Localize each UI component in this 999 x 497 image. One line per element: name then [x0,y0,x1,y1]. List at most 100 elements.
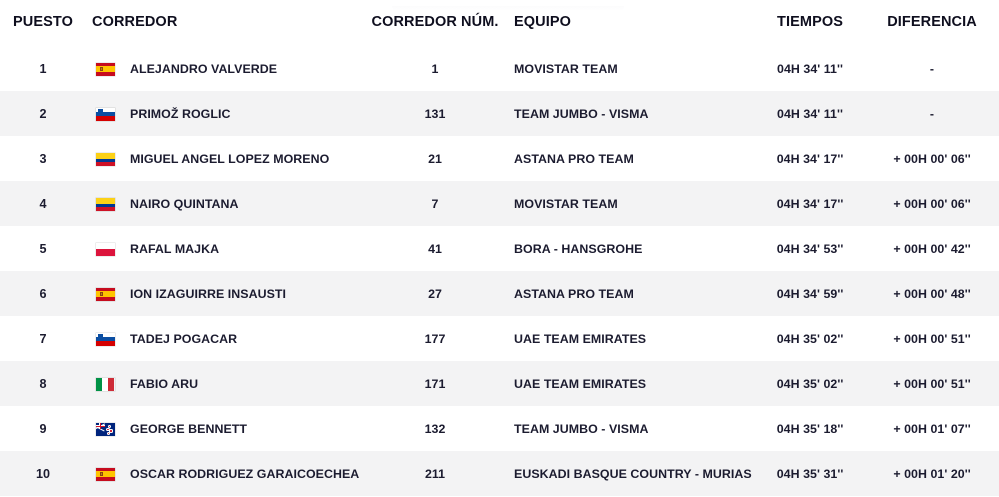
cell-rider-name: PRIMOŽ ROGLIC [130,106,231,121]
cell-rider-number: 132 [424,421,446,436]
cell-difference: + 00H 00' 42'' [893,241,971,256]
cell-rider-number: 21 [428,151,442,166]
cell-times: 04H 34' 53'' [776,241,844,256]
cell-team: TEAM JUMBO - VISMA [514,106,649,121]
cell-difference: + 00H 00' 06'' [893,151,971,166]
table-header: PUESTO CORREDOR CORREDOR NÚM. EQUIPO TIE… [0,6,999,46]
cell-times: 04H 35' 02'' [776,376,844,391]
top-edge-artifact [392,6,624,11]
cell-team: TEAM JUMBO - VISMA [514,421,649,436]
cell-rider-name: FABIO ARU [130,376,199,391]
cell-flag [86,361,124,406]
cell-times: 04H 35' 02'' [776,331,844,346]
cell-rider-number: 1 [431,61,439,76]
cell-rider-name: RAFAL MAJKA [130,241,220,256]
cell-team: UAE TEAM EMIRATES [514,331,647,346]
cell-times: 04H 35' 31'' [776,466,844,481]
race-standings-table: PUESTO CORREDOR CORREDOR NÚM. EQUIPO TIE… [0,6,999,496]
cell-rider-number: 171 [424,376,446,391]
cell-rider-name: GEORGE BENNETT [130,421,248,436]
cell-times: 04H 34' 17'' [776,151,844,166]
cell-position: 5 [39,241,47,256]
flag-new-zealand-icon [95,422,115,436]
cell-rider-name: MIGUEL ANGEL LOPEZ MORENO [130,151,330,166]
cell-rider-name: ION IZAGUIRRE INSAUSTI [130,286,286,301]
cell-position: 6 [39,286,47,301]
cell-difference: - [929,61,935,76]
cell-rider-number: 211 [424,466,446,481]
cell-difference: - [929,106,935,121]
cell-difference: + 00H 01' 07'' [893,421,971,436]
cell-flag [86,316,124,361]
column-header-times: TIEMPOS [755,6,866,46]
cell-flag [86,46,124,91]
cell-flag [86,406,124,451]
flag-spain-icon [95,62,115,76]
cell-rider-number: 41 [428,241,442,256]
table-row-10[interactable]: 10 OSCAR RODRIGUEZ GARAICOECHEA 211 EUSK… [0,451,999,496]
cell-team: BORA - HANSGROHE [514,241,643,256]
cell-rider-name: OSCAR RODRIGUEZ GARAICOECHEA [130,466,360,481]
flag-slovenia-icon [95,107,115,121]
cell-position: 1 [39,61,47,76]
cell-team: MOVISTAR TEAM [514,61,618,76]
cell-difference: + 00H 00' 06'' [893,196,971,211]
cell-position: 8 [39,376,47,391]
table-header-row: PUESTO CORREDOR CORREDOR NÚM. EQUIPO TIE… [0,6,999,46]
cell-team: MOVISTAR TEAM [514,196,618,211]
cell-team: ASTANA PRO TEAM [514,151,634,166]
cell-times: 04H 34' 17'' [776,196,844,211]
cell-position: 3 [39,151,47,166]
table-row-5[interactable]: 5 RAFAL MAJKA 41 BORA - HANSGROHE 04H 34… [0,226,999,271]
table-row-7[interactable]: 7 TADEJ POGACAR 177 UAE TEAM EMIRATES 04… [0,316,999,361]
table-row-8[interactable]: 8 FABIO ARU 171 UAE TEAM EMIRATES 04H 35… [0,361,999,406]
cell-rider-number: 7 [431,196,439,211]
cell-rider-name: ALEJANDRO VALVERDE [130,61,278,76]
table-row-6[interactable]: 6 ION IZAGUIRRE INSAUSTI 27 ASTANA PRO T… [0,271,999,316]
cell-difference: + 00H 00' 51'' [893,331,971,346]
column-header-rider-number: CORREDOR NÚM. [360,6,511,46]
flag-poland-icon [95,242,115,256]
cell-flag [86,451,124,496]
table-row-2[interactable]: 2 PRIMOŽ ROGLIC 131 TEAM JUMBO - VISMA 0… [0,91,999,136]
table-body: 1 ALEJANDRO VALVERDE 1 MOVISTAR TEAM 04H… [0,46,999,496]
cell-position: 2 [39,106,47,121]
flag-colombia-icon [95,152,115,166]
flag-italy-icon [95,377,115,391]
table-row-4[interactable]: 4 NAIRO QUINTANA 7 MOVISTAR TEAM 04H 34'… [0,181,999,226]
standings-container: PUESTO CORREDOR CORREDOR NÚM. EQUIPO TIE… [0,6,999,497]
flag-spain-icon [95,287,115,301]
column-header-position: PUESTO [0,6,86,46]
cell-rider-name: TADEJ POGACAR [130,331,238,346]
cell-difference: + 00H 00' 51'' [893,376,971,391]
column-header-difference: DIFERENCIA [865,6,999,46]
cell-times: 04H 34' 11'' [777,106,843,121]
cell-times: 04H 34' 11'' [777,61,843,76]
table-row-9[interactable]: 9 GEORGE BENNETT 132 TEAM JUMBO - VISMA … [0,406,999,451]
cell-times: 04H 35' 18'' [776,421,844,436]
cell-flag [86,181,124,226]
cell-flag [86,136,124,181]
cell-position: 9 [39,421,47,436]
cell-difference: + 00H 00' 48'' [893,286,971,301]
cell-team: ASTANA PRO TEAM [514,286,634,301]
cell-position: 7 [39,331,47,346]
cell-position: 4 [39,196,47,211]
flag-colombia-icon [95,197,115,211]
cell-rider-number: 27 [428,286,442,301]
cell-difference: + 00H 01' 20'' [893,466,971,481]
cell-rider-name: NAIRO QUINTANA [130,196,239,211]
table-row-3[interactable]: 3 MIGUEL ANGEL LOPEZ MORENO 21 ASTANA PR… [0,136,999,181]
cell-times: 04H 34' 59'' [776,286,844,301]
cell-flag [86,271,124,316]
column-header-team: EQUIPO [510,6,756,46]
cell-rider-number: 131 [424,106,446,121]
cell-flag [86,226,124,271]
table-row-1[interactable]: 1 ALEJANDRO VALVERDE 1 MOVISTAR TEAM 04H… [0,46,999,91]
column-header-rider: CORREDOR [86,6,361,46]
flag-spain-icon [95,467,115,481]
cell-team: UAE TEAM EMIRATES [514,376,647,391]
cell-position: 10 [35,466,51,481]
flag-slovenia-icon [95,332,115,346]
cell-team: EUSKADI BASQUE COUNTRY - MURIAS [514,466,752,481]
